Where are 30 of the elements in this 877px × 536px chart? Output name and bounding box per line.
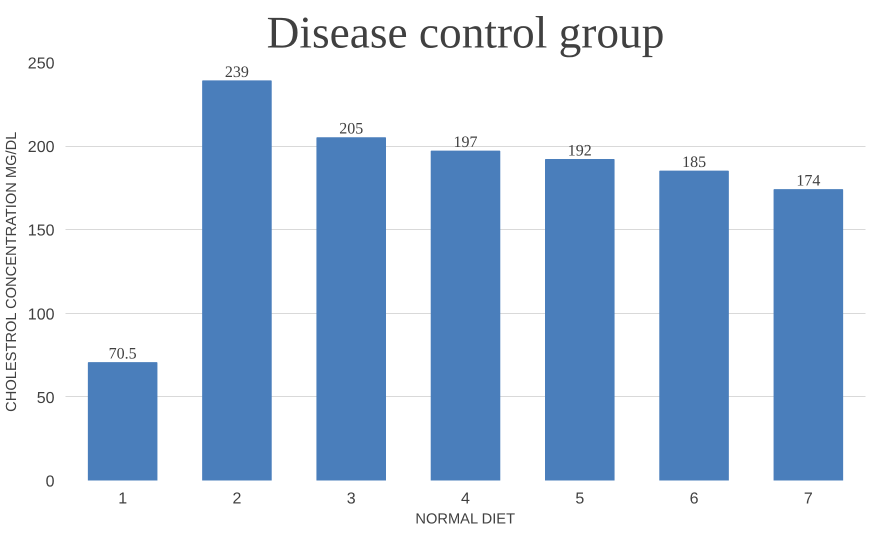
data-label: 239 [224, 64, 249, 81]
x-tick-label: 4 [461, 490, 470, 508]
x-tick-label: 1 [118, 490, 128, 508]
bar [316, 137, 386, 480]
x-axis-title: NORMAL DIET [415, 512, 516, 528]
y-tick-label: 100 [28, 306, 55, 324]
x-tick-label: 6 [690, 490, 699, 508]
y-tick-label: 250 [28, 56, 55, 72]
x-tick-label: 5 [575, 490, 584, 508]
bar [202, 80, 272, 480]
data-label: 197 [454, 134, 478, 152]
data-label: 192 [568, 142, 592, 160]
y-tick-label: 50 [36, 390, 55, 407]
data-label: 205 [339, 120, 364, 138]
bar [88, 362, 158, 480]
bar [659, 170, 729, 480]
y-tick-label: 150 [28, 222, 55, 240]
y-tick-label: 200 [28, 139, 55, 156]
x-tick-label: 3 [346, 490, 356, 508]
x-tick-label: 2 [232, 490, 242, 508]
y-tick-label: 0 [46, 474, 55, 490]
bar [430, 150, 500, 480]
data-label: 70.5 [108, 346, 137, 363]
bar [774, 189, 844, 480]
chart-title: Disease control group [266, 8, 664, 58]
x-tick-label: 7 [804, 490, 813, 508]
data-label: 174 [796, 172, 820, 190]
data-label: 185 [682, 154, 706, 172]
bar [545, 158, 615, 480]
y-axis-title: CHOLESTROL CONCENTRATION MG/DL [4, 132, 20, 412]
